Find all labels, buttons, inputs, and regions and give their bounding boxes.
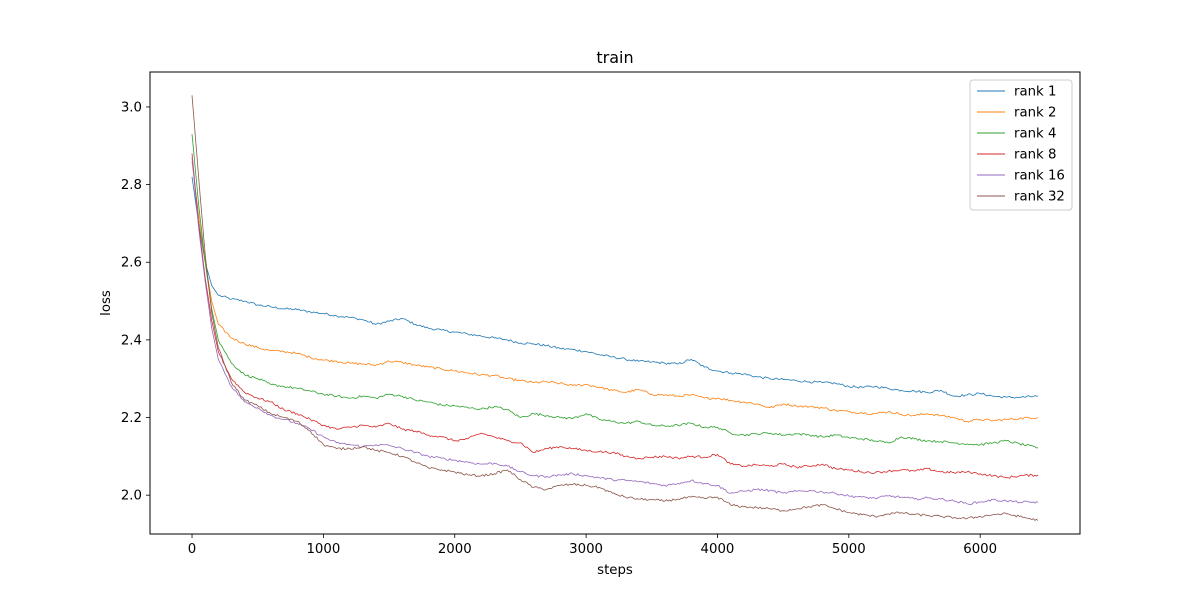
y-tick-label: 2.4 bbox=[121, 333, 142, 348]
y-tick-label: 3.0 bbox=[121, 100, 142, 115]
legend-label: rank 16 bbox=[1014, 169, 1065, 184]
x-tick-label: 6000 bbox=[963, 542, 997, 557]
x-tick-label: 2000 bbox=[438, 542, 472, 557]
x-tick-label: 3000 bbox=[569, 542, 603, 557]
legend-box bbox=[969, 79, 1073, 211]
y-axis-label: loss bbox=[99, 290, 114, 316]
x-axis-label: steps bbox=[597, 563, 633, 578]
series-line-6 bbox=[191, 95, 1039, 521]
legend: rank 1 rank 2 rank 4 rank 8 rank 16 rank 32 bbox=[969, 79, 1073, 211]
legend-label: rank 32 bbox=[1014, 190, 1065, 205]
y-tick-label: 2.2 bbox=[121, 411, 142, 426]
axes-frame bbox=[149, 71, 1081, 535]
y-tick-label: 2.8 bbox=[121, 178, 142, 193]
x-tick-label: 0 bbox=[188, 542, 196, 557]
x-tick-label: 5000 bbox=[832, 542, 866, 557]
legend-label: rank 8 bbox=[1014, 148, 1056, 163]
series-line-5 bbox=[191, 157, 1039, 505]
x-axis-ticks: 0 1000 2000 3000 4000 5000 6000 bbox=[188, 534, 997, 557]
legend-label: rank 4 bbox=[1014, 127, 1056, 142]
legend-label: rank 2 bbox=[1014, 106, 1056, 121]
series-line-2 bbox=[191, 161, 1039, 423]
series-line-1 bbox=[191, 176, 1039, 399]
legend-items: rank 1 rank 2 rank 4 rank 8 rank 16 rank 32 bbox=[977, 85, 1065, 205]
plot-lines bbox=[191, 95, 1039, 521]
x-tick-label: 4000 bbox=[701, 542, 735, 557]
y-tick-label: 2.0 bbox=[121, 489, 142, 504]
chart-title: train bbox=[596, 48, 633, 67]
y-tick-label: 2.6 bbox=[121, 256, 142, 271]
series-line-3 bbox=[191, 134, 1039, 449]
y-axis-ticks: 2.0 2.2 2.4 2.6 2.8 3.0 bbox=[121, 100, 150, 504]
legend-label: rank 1 bbox=[1014, 85, 1056, 100]
x-tick-label: 1000 bbox=[306, 542, 340, 557]
series-line-4 bbox=[191, 153, 1039, 479]
